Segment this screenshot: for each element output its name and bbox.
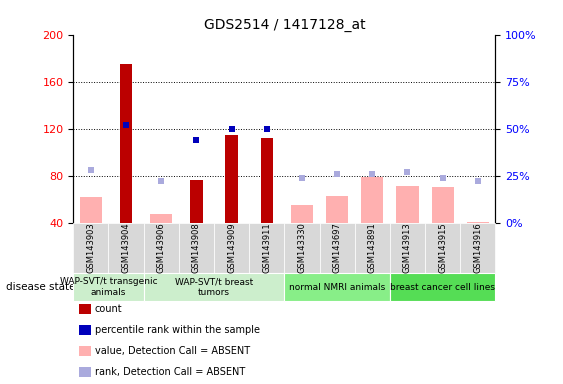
Bar bbox=[326, 196, 348, 223]
Text: GSM143891: GSM143891 bbox=[368, 222, 377, 273]
Text: percentile rank within the sample: percentile rank within the sample bbox=[95, 325, 260, 335]
Bar bbox=[120, 64, 132, 223]
Text: value, Detection Call = ABSENT: value, Detection Call = ABSENT bbox=[95, 346, 250, 356]
Bar bbox=[80, 197, 102, 223]
Text: GSM143909: GSM143909 bbox=[227, 222, 236, 273]
Text: rank, Detection Call = ABSENT: rank, Detection Call = ABSENT bbox=[95, 367, 245, 377]
Text: GSM143904: GSM143904 bbox=[122, 222, 131, 273]
Bar bbox=[396, 186, 418, 223]
Bar bbox=[150, 215, 172, 223]
Text: GSM143697: GSM143697 bbox=[333, 222, 342, 273]
Text: GSM143906: GSM143906 bbox=[157, 222, 166, 273]
Title: GDS2514 / 1417128_at: GDS2514 / 1417128_at bbox=[203, 18, 365, 32]
Bar bbox=[225, 134, 238, 223]
Bar bbox=[361, 177, 383, 223]
Text: GSM143903: GSM143903 bbox=[86, 222, 95, 273]
Bar bbox=[190, 180, 203, 223]
Text: GSM143911: GSM143911 bbox=[262, 222, 271, 273]
Bar bbox=[467, 222, 489, 223]
Text: GSM143916: GSM143916 bbox=[473, 222, 482, 273]
Text: GSM143330: GSM143330 bbox=[297, 222, 306, 273]
Text: GSM143915: GSM143915 bbox=[438, 222, 447, 273]
Text: breast cancer cell lines: breast cancer cell lines bbox=[390, 283, 495, 291]
Text: WAP-SVT/t transgenic
animals: WAP-SVT/t transgenic animals bbox=[60, 277, 157, 297]
Bar bbox=[261, 138, 273, 223]
Bar bbox=[291, 205, 313, 223]
Text: WAP-SVT/t breast
tumors: WAP-SVT/t breast tumors bbox=[175, 277, 253, 297]
Text: normal NMRI animals: normal NMRI animals bbox=[289, 283, 385, 291]
Text: disease state  ▶: disease state ▶ bbox=[6, 282, 90, 292]
Bar bbox=[432, 187, 454, 223]
Text: GSM143908: GSM143908 bbox=[192, 222, 201, 273]
Text: count: count bbox=[95, 304, 122, 314]
Text: GSM143913: GSM143913 bbox=[403, 222, 412, 273]
